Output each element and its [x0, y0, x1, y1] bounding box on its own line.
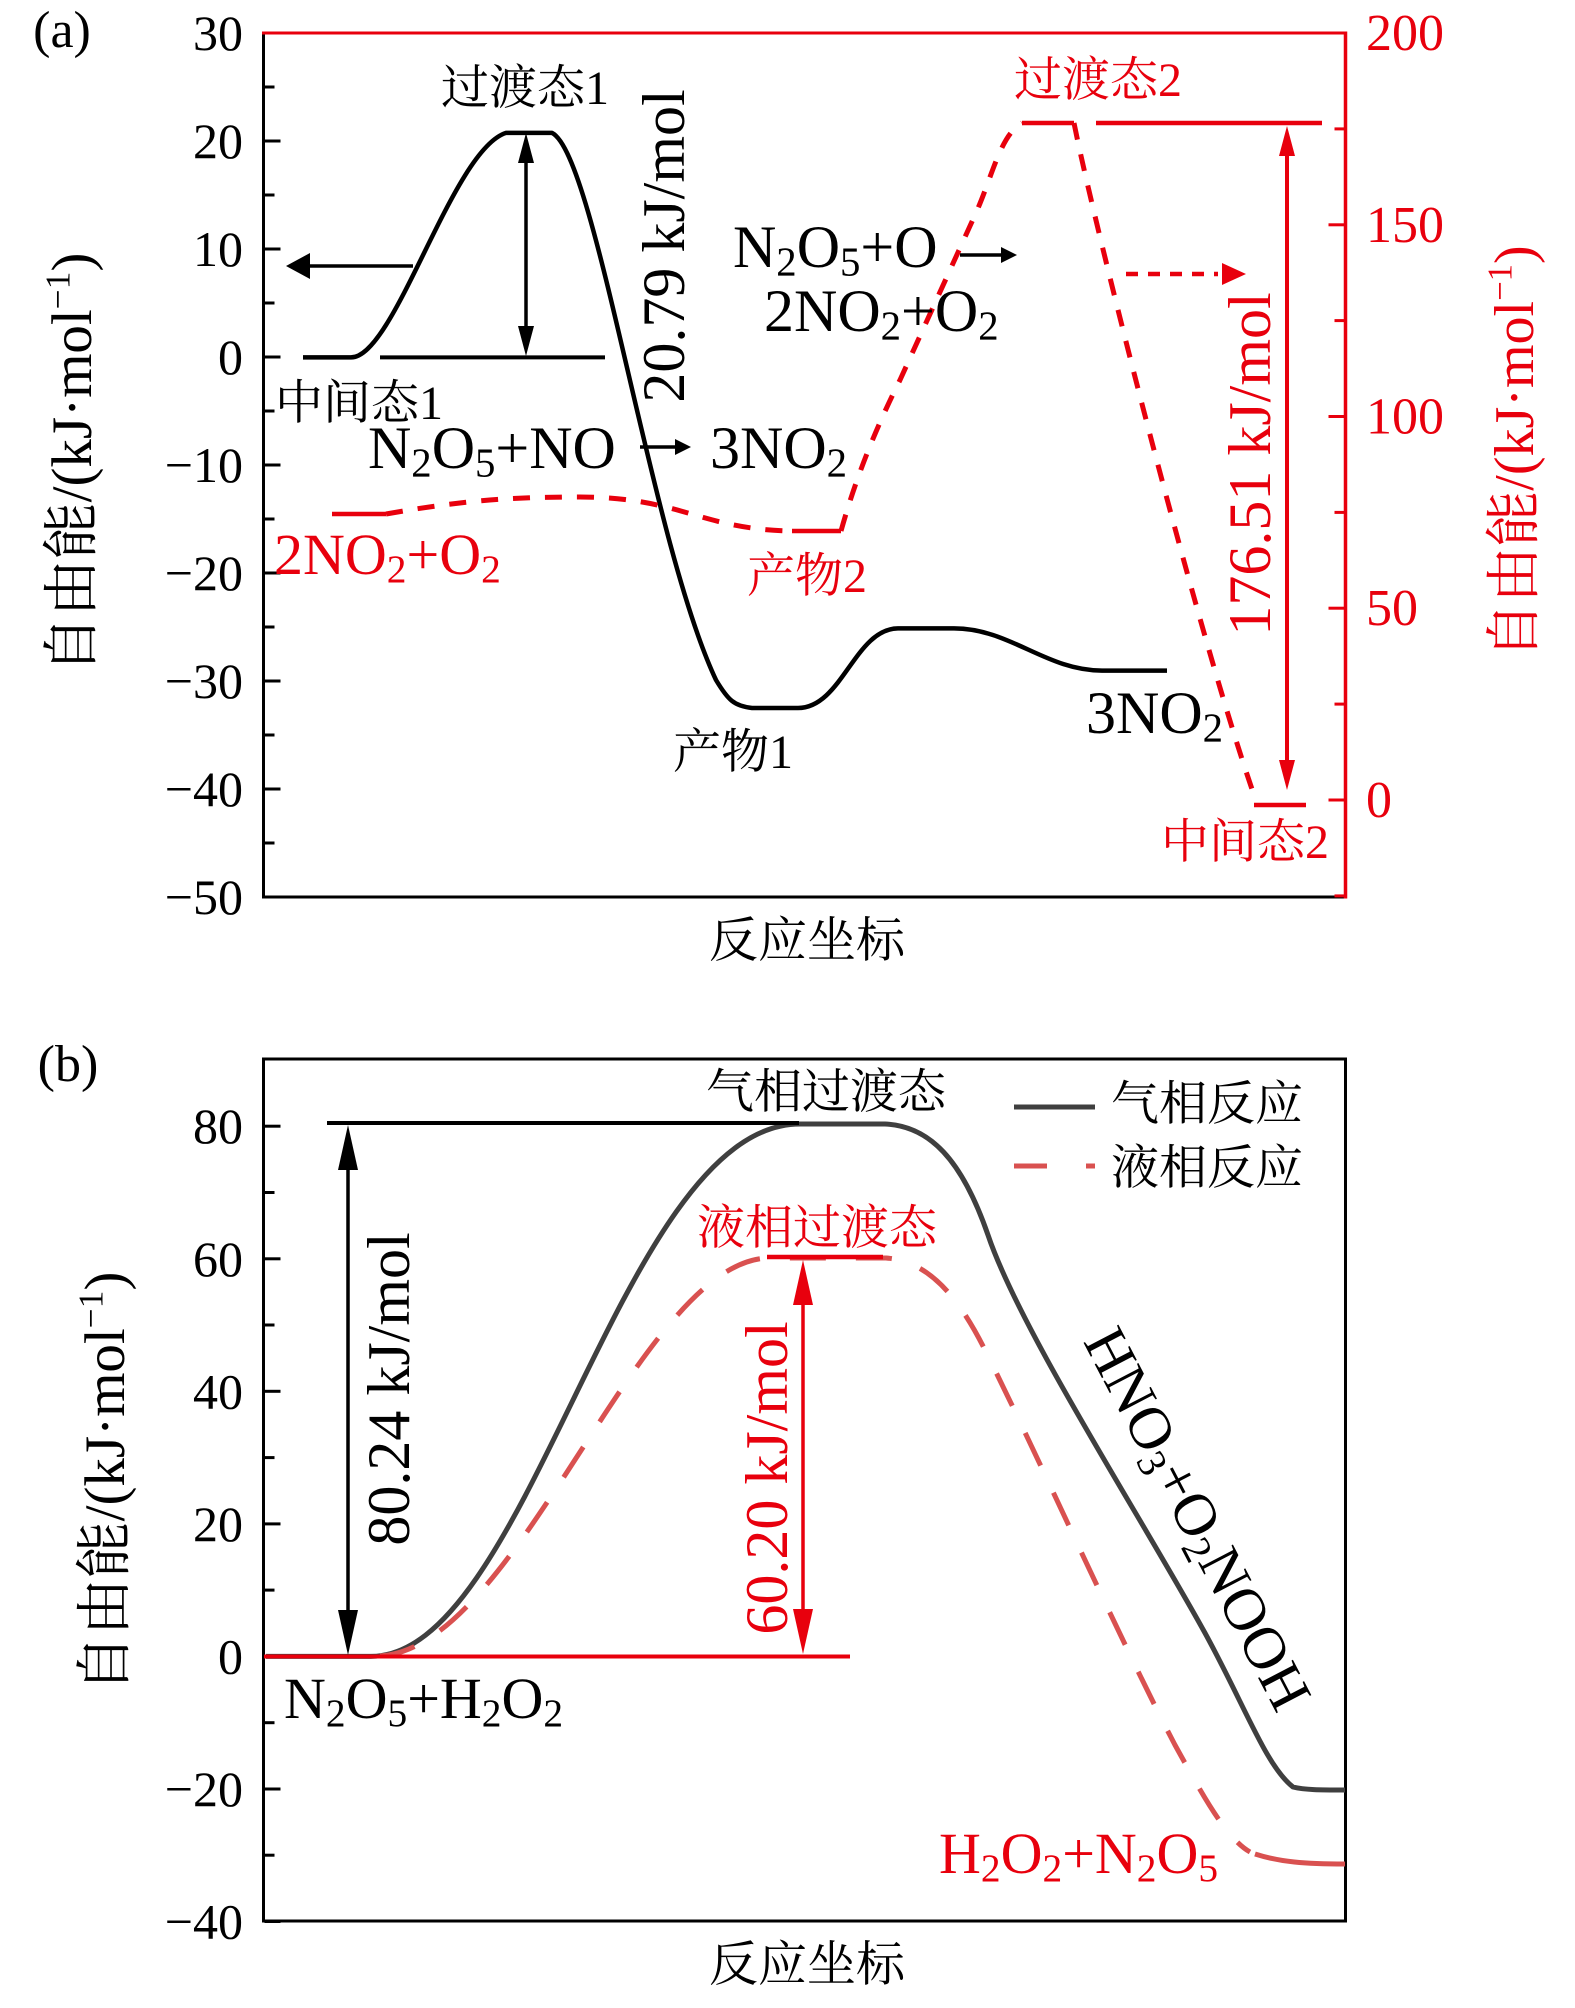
svg-text:N: N	[733, 214, 776, 280]
svg-text:−50: −50	[165, 869, 243, 925]
svg-text:−20: −20	[165, 1761, 243, 1817]
svg-text:50: 50	[1366, 580, 1418, 637]
svg-text:+N: +N	[1062, 1821, 1137, 1886]
svg-text:2: 2	[776, 239, 796, 284]
svg-text:5: 5	[1198, 1846, 1218, 1890]
svg-text:2NO: 2NO	[764, 278, 881, 344]
svg-text:150: 150	[1366, 197, 1444, 254]
svg-text:−1: −1	[38, 272, 77, 310]
svg-text:): )	[1484, 245, 1546, 264]
svg-text:−10: −10	[165, 437, 243, 493]
svg-text:3NO: 3NO	[1086, 680, 1203, 746]
svg-text:2: 2	[1203, 705, 1223, 750]
svg-text:+H: +H	[407, 1666, 482, 1731]
svg-text:2: 2	[543, 1691, 563, 1735]
svg-text:2: 2	[978, 303, 998, 348]
svg-text:O: O	[1001, 1821, 1043, 1886]
svg-text:2: 2	[1305, 816, 1329, 869]
svg-text:(b): (b)	[38, 1036, 99, 1093]
svg-text:80: 80	[193, 1098, 243, 1154]
svg-text:−30: −30	[165, 653, 243, 709]
svg-text:5: 5	[840, 239, 860, 284]
svg-text:N: N	[368, 415, 411, 481]
svg-text:2: 2	[482, 1691, 502, 1735]
svg-text:60: 60	[193, 1231, 243, 1287]
svg-text:−1: −1	[71, 1291, 110, 1329]
svg-text:176.51 kJ/mol: 176.51 kJ/mol	[1217, 292, 1283, 635]
svg-text:10: 10	[193, 221, 243, 277]
svg-text:O: O	[502, 1666, 544, 1731]
svg-text:O: O	[1157, 1821, 1199, 1886]
svg-text:2: 2	[1158, 54, 1182, 107]
svg-text:2: 2	[1137, 1846, 1157, 1890]
svg-text:80.24 kJ/mol: 80.24 kJ/mol	[356, 1232, 422, 1545]
svg-text:5: 5	[475, 440, 495, 485]
svg-text:0: 0	[1366, 772, 1392, 829]
svg-text:2: 2	[481, 547, 501, 591]
svg-text:40: 40	[193, 1363, 243, 1419]
svg-text:−40: −40	[165, 761, 243, 817]
svg-text:+O: +O	[407, 522, 482, 587]
svg-text:+NO: +NO	[495, 415, 616, 481]
svg-text:N: N	[284, 1666, 326, 1731]
svg-text:2: 2	[981, 1846, 1001, 1890]
svg-text:3NO: 3NO	[710, 415, 827, 481]
svg-text:20.79 kJ/mol: 20.79 kJ/mol	[631, 89, 697, 402]
svg-text:0: 0	[218, 1628, 243, 1684]
svg-text:H: H	[939, 1821, 981, 1886]
svg-text:200: 200	[1366, 5, 1444, 62]
svg-text:/(kJ·mol: /(kJ·mol	[1484, 301, 1546, 491]
svg-text:1: 1	[419, 377, 443, 430]
svg-text:O: O	[346, 1666, 388, 1731]
svg-text:O: O	[797, 214, 840, 280]
svg-text:/(kJ·mol: /(kJ·mol	[74, 1328, 137, 1521]
svg-text:1: 1	[585, 62, 609, 115]
svg-text:5: 5	[388, 1691, 408, 1735]
svg-text:+O: +O	[901, 278, 978, 344]
svg-text:20: 20	[193, 1496, 243, 1552]
svg-text:2: 2	[387, 547, 407, 591]
svg-text:−1: −1	[1481, 264, 1520, 301]
svg-text:/(kJ·mol: /(kJ·mol	[41, 309, 104, 502]
svg-text:): )	[41, 253, 104, 272]
svg-text:2: 2	[1043, 1846, 1063, 1890]
svg-text:30: 30	[193, 5, 243, 61]
svg-text:100: 100	[1366, 389, 1444, 446]
svg-text:(a): (a)	[33, 2, 91, 59]
svg-text:2: 2	[881, 303, 901, 348]
svg-text:): )	[74, 1272, 137, 1291]
svg-text:2: 2	[827, 440, 847, 485]
svg-text:0: 0	[218, 329, 243, 385]
svg-text:−20: −20	[165, 545, 243, 601]
svg-text:2: 2	[843, 550, 867, 603]
svg-text:−40: −40	[165, 1894, 243, 1950]
svg-text:60.20 kJ/mol: 60.20 kJ/mol	[734, 1321, 800, 1634]
svg-text:2: 2	[411, 440, 431, 485]
svg-text:2NO: 2NO	[274, 522, 387, 587]
svg-text:1: 1	[769, 726, 793, 779]
svg-text:O: O	[432, 415, 475, 481]
svg-text:2: 2	[326, 1691, 346, 1735]
svg-text:+O: +O	[860, 214, 937, 280]
svg-text:20: 20	[193, 113, 243, 169]
